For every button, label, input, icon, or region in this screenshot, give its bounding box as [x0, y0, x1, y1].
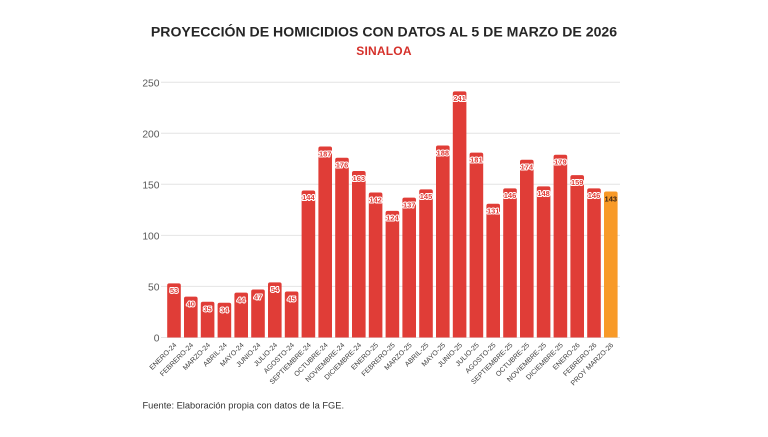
svg-text:53: 53: [170, 286, 178, 295]
svg-text:188: 188: [437, 148, 450, 157]
svg-text:SINALOA: SINALOA: [356, 44, 412, 58]
svg-text:148: 148: [537, 189, 550, 198]
svg-text:241: 241: [453, 94, 466, 103]
svg-text:100: 100: [142, 232, 159, 243]
svg-text:181: 181: [470, 156, 483, 165]
svg-text:Fuente: Elaboración propia con: Fuente: Elaboración propia con datos de …: [143, 401, 345, 411]
svg-text:143: 143: [605, 194, 618, 203]
svg-text:35: 35: [203, 305, 211, 314]
svg-text:146: 146: [588, 191, 601, 200]
svg-text:159: 159: [571, 178, 584, 187]
svg-text:131: 131: [487, 207, 500, 216]
svg-text:145: 145: [420, 192, 433, 201]
svg-text:45: 45: [287, 294, 295, 303]
svg-text:0: 0: [154, 334, 160, 345]
svg-text:124: 124: [386, 214, 399, 223]
svg-text:163: 163: [353, 174, 366, 183]
svg-text:176: 176: [336, 161, 349, 170]
svg-text:44: 44: [237, 295, 246, 304]
svg-text:250: 250: [142, 78, 159, 89]
svg-text:34: 34: [220, 306, 229, 315]
svg-text:150: 150: [142, 181, 159, 192]
svg-text:142: 142: [369, 195, 382, 204]
svg-text:174: 174: [521, 163, 534, 172]
svg-text:PROYECCIÓN DE HOMICIDIOS CON D: PROYECCIÓN DE HOMICIDIOS CON DATOS AL 5 …: [151, 23, 617, 40]
svg-text:187: 187: [319, 149, 332, 158]
svg-text:137: 137: [403, 200, 416, 209]
svg-text:144: 144: [302, 193, 315, 202]
svg-text:146: 146: [504, 191, 517, 200]
svg-text:200: 200: [142, 130, 159, 141]
svg-text:40: 40: [187, 300, 195, 309]
svg-text:179: 179: [554, 158, 567, 167]
svg-text:54: 54: [271, 285, 280, 294]
svg-text:47: 47: [254, 292, 262, 301]
svg-text:50: 50: [148, 283, 160, 294]
